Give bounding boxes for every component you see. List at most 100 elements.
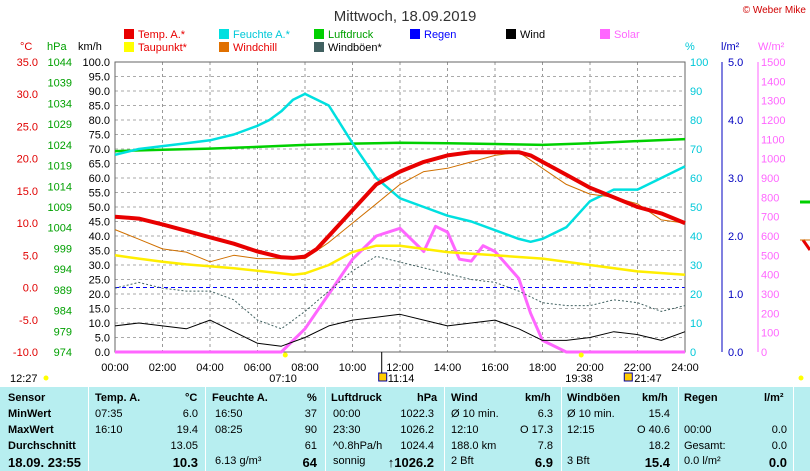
y-tick-humidity: 60 [690,173,702,185]
x-tick-label: 06:00 [244,362,272,374]
table-cell: 6.0 [182,408,198,420]
chart-title: Mittwoch, 18.09.2019 [334,8,477,25]
axis-unit-pressure: hPa [47,41,67,53]
moon-time: 21:47 [634,373,662,385]
y-tick-temp: -10.0 [13,347,38,359]
legend-swatch [124,42,134,52]
y-tick-humidity: 10 [690,318,702,330]
y-tick-pressure: 974 [54,347,72,359]
series-line [114,137,686,153]
table-cell: 3 Bft [567,455,590,467]
x-tick-label: 12:00 [386,362,414,374]
y-tick-wind: 40.0 [89,231,110,243]
y-tick-humidity: 90 [690,86,702,98]
y-tick-temp: 5.0 [23,250,38,262]
table-cell: 07:35 [95,408,123,420]
y-tick-solar: 1500 [761,57,785,69]
y-tick-rain: 4.0 [728,115,743,127]
table-cell: Ø 10 min. [567,408,615,420]
legend-label: Luftdruck [328,29,374,41]
y-tick-solar: 0 [761,347,767,359]
y-tick-wind: 75.0 [89,130,110,142]
table-cell: 16:50 [215,408,243,420]
moonrise-time: 12:27 [10,373,38,385]
table-cell: 61 [304,440,317,452]
y-tick-temp: 35.0 [17,57,38,69]
y-tick-pressure: 1039 [48,78,72,90]
y-tick-pressure: 1029 [48,119,72,131]
table-cell: ↑1026.2 [387,455,434,470]
table-cell: 6.3 [537,408,553,420]
y-tick-pressure: 979 [54,326,72,338]
y-tick-humidity: 100 [690,57,708,69]
header-sensor: Sensor [8,392,46,404]
y-tick-humidity: 40 [690,231,702,243]
y-tick-solar: 400 [761,270,779,282]
legend-label: Solar [614,29,640,41]
y-tick-wind: 100.0 [82,57,110,69]
header-pressure-unit: hPa [417,392,438,404]
y-tick-humidity: 50 [690,202,702,214]
y-tick-rain: 1.0 [728,289,743,301]
table-cell: 12:15 [567,424,595,436]
table-cell: 90 [304,424,317,436]
header-rain: Regen [684,392,718,404]
x-tick-label: 04:00 [196,362,224,374]
y-tick-wind: 80.0 [89,115,110,127]
y-tick-temp: -5.0 [19,315,38,327]
table-cell: 64 [302,455,317,470]
legend-swatch [219,42,229,52]
y-tick-solar: 200 [761,308,779,320]
sunrise-time: 07:10 [269,373,297,385]
legend-swatch [314,42,324,52]
axis-unit-solar: W/m² [758,41,785,53]
y-tick-pressure: 1019 [48,161,72,173]
header-gust: Windböen [567,392,621,404]
axis-unit-temp: °C [20,41,32,53]
y-tick-wind: 5.0 [95,333,110,345]
header-wind: Wind [451,392,478,404]
series-line [114,92,686,244]
axis-unit-wind: km/h [78,41,102,53]
y-tick-wind: 35.0 [89,246,110,258]
legend-label: Taupunkt* [138,42,188,54]
header-humidity: Feuchte A. [212,392,268,404]
legend-swatch [124,29,134,39]
copyright-text: © Weber Mike [743,5,807,16]
y-tick-rain: 0.0 [728,347,743,359]
series-line [115,224,685,354]
table-cell: Durchschnitt [8,440,76,452]
y-tick-pressure: 1014 [48,181,72,193]
table-cell: 2 Bft [451,455,474,467]
y-tick-solar: 300 [761,289,779,301]
y-tick-pressure: 984 [54,306,72,318]
table-cell: 6.9 [534,455,553,470]
legend-swatch [600,29,610,39]
y-tick-wind: 50.0 [89,202,110,214]
legend-label: Temp. A.* [138,29,186,41]
y-tick-pressure: 999 [54,243,72,255]
y-tick-solar: 500 [761,250,779,262]
table-cell: MinWert [8,408,52,420]
table-cell: 18.09. 23:55 [8,455,82,470]
y-tick-rain: 3.0 [728,173,743,185]
y-tick-wind: 95.0 [89,72,110,84]
sunset-icon [578,352,584,358]
table-cell: 18.2 [648,440,670,452]
table-cell: 00:00 [333,408,361,420]
y-tick-solar: 800 [761,192,779,204]
noon-icon [378,372,388,382]
header-temp-unit: °C [185,392,198,404]
y-tick-wind: 55.0 [89,188,110,200]
table-cell: 6.13 g/m³ [215,455,262,467]
table-cell: 37 [304,408,317,420]
y-tick-pressure: 994 [54,264,72,276]
axis-unit-humidity: % [685,41,695,53]
y-tick-solar: 1000 [761,154,785,166]
y-tick-pressure: 1034 [48,98,72,110]
plot-frame [114,61,686,353]
weather-chart: Mittwoch, 18.09.2019 © Weber Mike Temp. A.… [10,5,810,385]
series-line [114,151,686,263]
moon-icon [623,372,633,382]
y-tick-wind: 10.0 [89,318,110,330]
